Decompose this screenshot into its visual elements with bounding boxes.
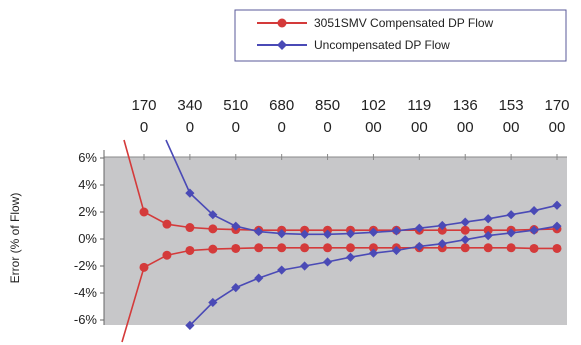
compensated-lower-point bbox=[185, 245, 195, 255]
compensated-lower-point bbox=[277, 243, 287, 253]
uncompensated-upper-point bbox=[368, 227, 379, 237]
legend-label-compensated: 3051SMV Compensated DP Flow bbox=[314, 16, 494, 30]
compensated-upper-point bbox=[460, 225, 470, 235]
uncompensated-lower-point bbox=[414, 241, 424, 252]
x-tick-label: 102 bbox=[361, 97, 386, 114]
uncompensated-lower-point bbox=[322, 257, 333, 267]
compensated-lower-point bbox=[346, 243, 355, 253]
x-tick-label: 119 bbox=[407, 97, 431, 114]
compensated-upper-point bbox=[139, 207, 149, 217]
compensated-lower-point bbox=[208, 244, 218, 254]
uncompensated-lower-point bbox=[483, 231, 493, 241]
x-tick-label: 680 bbox=[269, 97, 294, 114]
compensated-lower-point bbox=[460, 243, 470, 253]
chart-marks: 170 0 340 0 510 0 680 0 850 0 102 00 119 00 136 00 153 00… bbox=[74, 97, 570, 343]
legend-marker-compensated bbox=[277, 18, 287, 28]
uncompensated-lower-point bbox=[460, 235, 470, 245]
uncompensated-lower-point bbox=[437, 239, 447, 249]
uncompensated-upper-point bbox=[529, 206, 539, 216]
uncompensated-upper-point bbox=[391, 226, 401, 236]
uncompensated-lower-point bbox=[185, 320, 195, 330]
y-tick-label: -6% bbox=[74, 312, 98, 327]
x-tick-label: 0 bbox=[323, 119, 331, 136]
compensated-lower-point bbox=[231, 243, 241, 253]
y-tick-label: 0% bbox=[78, 231, 97, 246]
compensated-lower-point bbox=[529, 243, 539, 253]
uncompensated-upper-point bbox=[231, 221, 241, 231]
uncompensated-upper-point bbox=[460, 217, 470, 227]
legend-box bbox=[234, 9, 567, 62]
x-tick-label: 00 bbox=[457, 119, 474, 136]
x-tick-label: 00 bbox=[411, 119, 428, 136]
uncompensated-upper-point bbox=[483, 214, 493, 224]
uncompensated-lower-point bbox=[368, 248, 379, 258]
x-tick-label: 0 bbox=[186, 119, 194, 136]
uncompensated-upper-point bbox=[506, 210, 516, 220]
y-tick-label: -4% bbox=[74, 285, 98, 300]
x-tick-label: 0 bbox=[140, 119, 148, 136]
x-tick-label: 340 bbox=[177, 97, 202, 114]
uncompensated-lower-point bbox=[208, 297, 218, 308]
uncompensated-lower-point bbox=[506, 228, 516, 238]
uncompensated-upper-point bbox=[322, 229, 333, 239]
x-tick-label: 00 bbox=[549, 119, 566, 136]
uncompensated-upper-point bbox=[437, 220, 447, 231]
compensated-lower-point bbox=[323, 243, 333, 253]
compensated-lower-point bbox=[552, 243, 562, 253]
legend-label-uncompensated: Uncompensated DP Flow bbox=[314, 38, 450, 52]
uncompensated-upper-point bbox=[552, 200, 562, 210]
series-group bbox=[121, 139, 562, 343]
compensated-upper-point bbox=[208, 224, 218, 234]
compensated-lower-point bbox=[254, 243, 264, 253]
x-tick-label: 153 bbox=[499, 97, 524, 114]
x-tick-label: 00 bbox=[503, 119, 520, 136]
x-tick-label: 170 bbox=[131, 97, 156, 114]
plot-area bbox=[104, 157, 567, 325]
x-tick-label: 170 bbox=[544, 97, 569, 114]
compensated-lower-point bbox=[139, 262, 149, 272]
x-tick-label: 136 bbox=[453, 97, 478, 114]
y-tick-label: 4% bbox=[78, 177, 97, 192]
uncompensated-upper-point bbox=[185, 188, 195, 198]
compensated-lower-point bbox=[506, 243, 516, 253]
x-tick-label: 850 bbox=[315, 97, 340, 114]
compensated-upper-point bbox=[483, 225, 493, 235]
uncompensated-lower-point bbox=[345, 252, 356, 262]
x-tick-label: 0 bbox=[232, 119, 240, 136]
uncompensated-upper-point bbox=[208, 210, 218, 220]
uncompensated-upper-point bbox=[277, 229, 287, 239]
compensated-lower-point bbox=[483, 243, 493, 253]
compensated-lower-point bbox=[162, 250, 172, 260]
uncompensated-upper-point bbox=[300, 229, 310, 239]
uncompensated-lower-point bbox=[231, 283, 241, 293]
uncompensated-upper-point bbox=[254, 226, 264, 237]
legend-marker-uncompensated bbox=[277, 40, 287, 50]
compensated-upper-point bbox=[162, 219, 172, 229]
compensated-upper-point bbox=[185, 223, 195, 233]
y-tick-label: 6% bbox=[78, 150, 97, 165]
uncompensated-upper-point bbox=[414, 223, 424, 233]
x-tick-label: 0 bbox=[277, 119, 285, 136]
y-axis-title: Error (% of Flow) bbox=[8, 193, 22, 284]
compensated-lower-point bbox=[368, 243, 378, 253]
uncompensated-upper-point bbox=[345, 229, 356, 239]
uncompensated-lower-point bbox=[277, 265, 287, 275]
compensated-upper-point bbox=[437, 225, 447, 235]
uncompensated-lower-point bbox=[254, 273, 264, 283]
uncompensated-lower-point bbox=[391, 245, 401, 256]
uncompensated-lower-point bbox=[300, 261, 310, 271]
uncompensated-lower-point bbox=[529, 225, 539, 235]
x-tick-label: 510 bbox=[223, 97, 248, 114]
uncompensated-lower-point bbox=[552, 221, 562, 231]
y-tick-label: -2% bbox=[74, 258, 98, 273]
compensated-lower-point bbox=[300, 243, 310, 253]
y-tick-label: 2% bbox=[78, 204, 97, 219]
x-tick-label: 00 bbox=[365, 119, 382, 136]
legend: 3051SMV Compensated DP Flow Uncompensate… bbox=[234, 9, 567, 62]
